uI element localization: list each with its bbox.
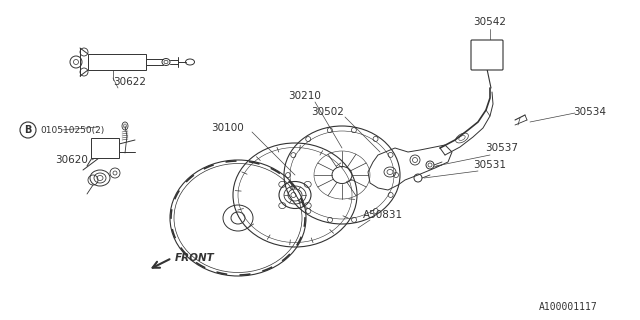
Text: 30210: 30210: [289, 91, 321, 101]
Text: A100001117: A100001117: [540, 302, 598, 312]
Text: 30620: 30620: [56, 155, 88, 165]
Text: A50831: A50831: [363, 210, 403, 220]
Text: 30100: 30100: [212, 123, 244, 133]
FancyBboxPatch shape: [471, 40, 503, 70]
Text: 30542: 30542: [474, 17, 506, 27]
Text: 30534: 30534: [573, 107, 607, 117]
FancyBboxPatch shape: [88, 54, 146, 70]
Text: 30537: 30537: [486, 143, 518, 153]
Text: 30502: 30502: [312, 107, 344, 117]
Text: 010510250(2): 010510250(2): [40, 125, 104, 134]
Polygon shape: [368, 145, 452, 190]
Text: 30531: 30531: [474, 160, 506, 170]
Text: FRONT: FRONT: [175, 253, 215, 263]
FancyBboxPatch shape: [91, 138, 119, 158]
Text: B: B: [24, 125, 32, 135]
Text: 30622: 30622: [113, 77, 147, 87]
